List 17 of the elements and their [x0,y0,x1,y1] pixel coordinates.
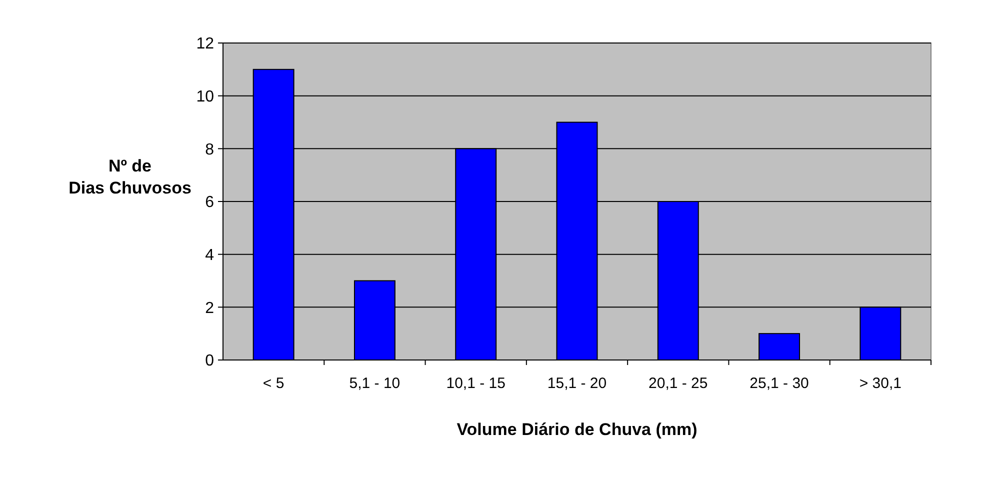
x-axis-title: Volume Diário de Chuva (mm) [456,420,698,439]
x-tick-label: 5,1 - 10 [349,375,400,392]
x-tick-label: > 30,1 [859,375,902,392]
x-tick-label: 10,1 - 15 [446,375,506,392]
y-tick-label: 10 [196,88,214,106]
y-tick-label: 12 [196,36,214,53]
x-tick-label: 25,1 - 30 [750,375,809,392]
y-tick-label: 4 [205,246,214,264]
bar [758,333,800,360]
x-tick-label: 20,1 - 25 [648,375,708,392]
y-tick-label: 6 [205,194,214,212]
x-tick-label: 15,1 - 20 [547,375,607,392]
y-tick-label: 2 [205,300,214,317]
y-tick-label: 8 [205,141,214,158]
y-tick-label: 0 [205,352,214,370]
y-axis-title: Nº de Dias Chuvosos [68,156,192,198]
x-tick-label: < 5 [262,375,284,392]
